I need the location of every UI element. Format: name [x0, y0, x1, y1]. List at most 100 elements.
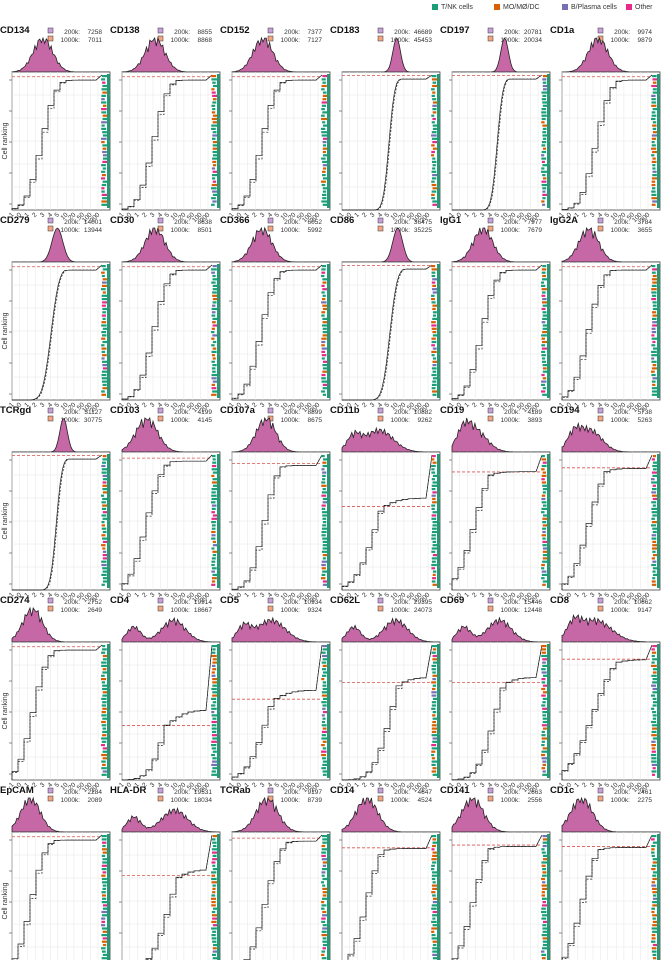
category-bar [212, 291, 217, 294]
category-bar [541, 704, 546, 707]
count-value: 5738 [638, 409, 653, 416]
category-bar [101, 337, 106, 340]
x-tick-label: 3 [39, 211, 47, 219]
category-strip [107, 454, 110, 588]
category-bar [212, 160, 217, 163]
x-tick-label: 20 [287, 401, 297, 411]
x-tick-label: 2 [361, 591, 369, 599]
panel-title: IgG1 [440, 215, 462, 226]
category-bar [541, 497, 546, 501]
category-bar [321, 724, 327, 727]
count-value: 3784 [638, 219, 653, 226]
swatch-200k [47, 217, 54, 224]
category-bar [432, 98, 437, 101]
swatch-200k [267, 787, 274, 794]
category-bar [212, 121, 219, 124]
category-bar [652, 174, 657, 177]
category-bar [212, 380, 217, 383]
category-bar [542, 488, 548, 491]
category-bar [101, 720, 106, 724]
category-bar [102, 567, 108, 570]
category-bar [541, 464, 547, 468]
category-bar [321, 347, 327, 350]
category-bar [541, 141, 547, 144]
category-bar [101, 678, 107, 681]
category-bar [651, 664, 657, 667]
category-bar [102, 577, 109, 580]
category-bar [541, 861, 548, 864]
category-bar [102, 871, 107, 874]
x-tick-label: 1 [353, 401, 361, 409]
category-bar [211, 920, 217, 923]
category-bar [542, 664, 548, 667]
category-bar [651, 848, 655, 851]
category-bar [431, 750, 436, 753]
category-bar [541, 380, 547, 383]
category-bar [541, 144, 546, 147]
category-bar [321, 265, 326, 268]
category-bar [101, 714, 107, 717]
category-bar [432, 737, 439, 740]
category-bar [651, 491, 656, 494]
category-bar [652, 157, 656, 160]
category-bar [211, 937, 217, 940]
category-bar [651, 331, 657, 334]
x-tick-label: 3 [369, 591, 377, 599]
x-tick-label: 3 [259, 591, 267, 599]
count-value: 18034 [194, 797, 212, 804]
category-bar [431, 274, 436, 278]
category-bar [211, 281, 216, 284]
category-bar [542, 147, 547, 150]
category-bar [432, 141, 438, 144]
category-bar [651, 478, 655, 481]
category-bar [211, 491, 216, 494]
category-bar [211, 524, 216, 527]
x-tick-label: 10 [280, 401, 290, 411]
category-bar [431, 744, 437, 747]
category-bar [211, 547, 215, 550]
x-tick-label: 2 [471, 211, 479, 219]
category-bar [101, 664, 108, 667]
category-bar [102, 757, 108, 760]
count-value: 2649 [88, 607, 103, 614]
category-bar [541, 150, 547, 154]
category-bar [101, 894, 106, 897]
x-tick-label: 0 [566, 781, 574, 789]
x-tick-label: 0 [236, 211, 244, 219]
category-bar [322, 841, 327, 844]
category-bar [101, 281, 107, 284]
category-bar [101, 544, 106, 547]
category-bar [101, 868, 107, 871]
panel-title: CD138 [110, 25, 140, 36]
category-bar [651, 137, 657, 140]
category-bar [321, 337, 327, 340]
category-bar [211, 753, 216, 757]
category-bar [101, 573, 107, 576]
category-bar [102, 530, 107, 534]
category-bar [211, 127, 216, 130]
category-bar [431, 197, 436, 200]
count-label: 1000k: [280, 37, 300, 44]
category-bar [432, 377, 438, 380]
category-bar [321, 950, 326, 953]
swatch-1000k [267, 35, 274, 42]
category-bar [322, 763, 328, 766]
category-bar [322, 887, 329, 890]
swatch-1000k [157, 415, 164, 422]
category-bar [431, 557, 437, 560]
category-bar [652, 281, 658, 284]
category-bar [212, 298, 219, 301]
ecdf-1000k [341, 454, 433, 590]
x-tick-label: 2 [141, 211, 149, 219]
category-bar [102, 770, 109, 773]
category-bar [322, 697, 328, 700]
category-bar [102, 937, 109, 940]
category-strip [547, 644, 550, 778]
category-bar [542, 471, 546, 474]
category-bar [321, 484, 327, 487]
category-bar [652, 108, 658, 111]
category-bar [432, 947, 439, 950]
category-bar [322, 521, 327, 524]
x-tick-label: 50 [406, 591, 416, 601]
